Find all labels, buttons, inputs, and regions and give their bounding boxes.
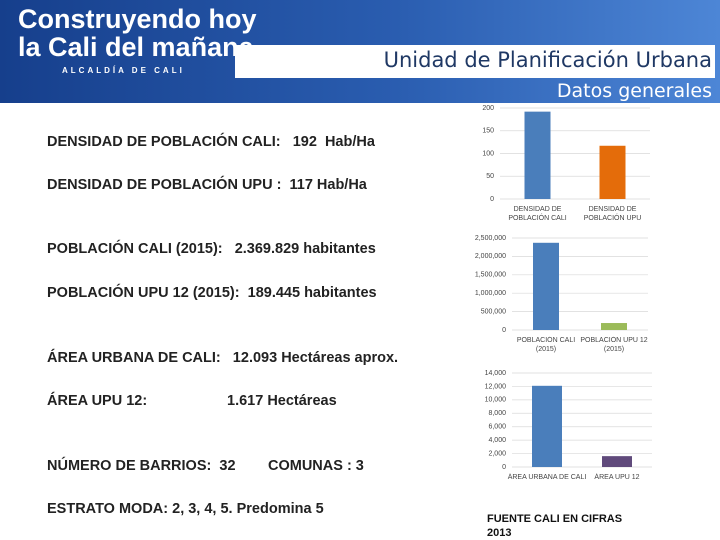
bar [533,242,559,330]
x-tick-label-box: DENSIDAD DE POBLACIÓN CALI [508,206,567,222]
y-tick-label: 12,000 [485,383,507,390]
x-tick-label-box: ÁREA UPU 12 [594,474,640,481]
y-tick-label: 2,000,000 [475,253,506,260]
fact: COMUNAS : 3 [268,458,364,474]
logo-line: Construyendo hoy [18,4,257,34]
source: 2013 [487,527,512,539]
x-tick-label: POBLACIÓN CALI (2015) [516,337,576,353]
y-tick-label: 6,000 [488,424,506,431]
x-tick-label: DENSIDAD DE POBLACIÓN UPU [583,206,642,222]
y-tick-label: 500,000 [481,308,506,315]
bar [532,385,562,467]
y-tick-label: 0 [502,327,506,334]
y-tick-label: 2,000 [488,450,506,457]
y-tick-label: 100 [482,150,494,157]
source: FUENTE CALI EN CIFRAS [487,513,623,525]
bar [602,456,632,467]
title: Unidad de Planificación Urbana [383,48,712,72]
fact: DENSIDAD DE POBLACIÓN CALI: 192 Hab/Ha [47,134,375,150]
x-tick-label-box: DENSIDAD DE POBLACIÓN UPU [583,206,642,222]
x-tick-label-box: POBLACIÓN CALI (2015) [516,337,576,353]
fact: POBLACIÓN UPU 12 (2015): 189.445 habitan… [47,285,377,301]
fact: ÁREA UPU 12: [47,393,148,409]
title-band [235,45,715,78]
x-tick-label-box: ÁREA URBANA DE CALI [507,474,587,481]
x-tick-label: POBLACIÓN UPU 12 (2015) [580,337,648,353]
y-tick-label: 150 [482,128,494,135]
x-tick-label: ÁREA URBANA DE CALI [507,474,587,481]
y-tick-label: 1,500,000 [475,272,506,279]
x-tick-label: ÁREA UPU 12 [594,474,640,481]
fact: POBLACIÓN CALI (2015): 2.369.829 habitan… [47,241,376,257]
fact: 1.617 Hectáreas [227,393,337,409]
y-tick-label: 14,000 [485,370,507,377]
fact: NÚMERO DE BARRIOS: 32 [47,458,236,474]
y-tick-label: 50 [486,173,494,180]
y-tick-label: 0 [490,196,494,203]
bar [524,111,551,199]
bar [599,145,626,199]
fact: ÁREA URBANA DE CALI: 12.093 Hectáreas ap… [47,350,399,366]
subtitle: Datos generales [556,80,712,102]
y-tick-label: 2,500,000 [475,235,506,242]
y-tick-label: 4,000 [488,437,506,444]
y-tick-label: 1,000,000 [475,290,506,297]
y-tick-label: 0 [502,464,506,471]
x-tick-label-box: POBLACIÓN UPU 12 (2015) [580,337,648,353]
x-tick-label: DENSIDAD DE POBLACIÓN CALI [508,206,567,222]
logo-line: la Cali del mañana [18,32,254,62]
fact: DENSIDAD DE POBLACIÓN UPU : 117 Hab/Ha [47,177,367,193]
y-tick-label: 10,000 [485,397,507,404]
bar [601,323,627,330]
fact: ESTRATO MODA: 2, 3, 4, 5. Predomina 5 [47,501,324,517]
y-tick-label: 200 [482,105,494,112]
y-tick-label: 8,000 [488,410,506,417]
logo-tagline: ALCALDÍA DE CALI [62,66,185,75]
